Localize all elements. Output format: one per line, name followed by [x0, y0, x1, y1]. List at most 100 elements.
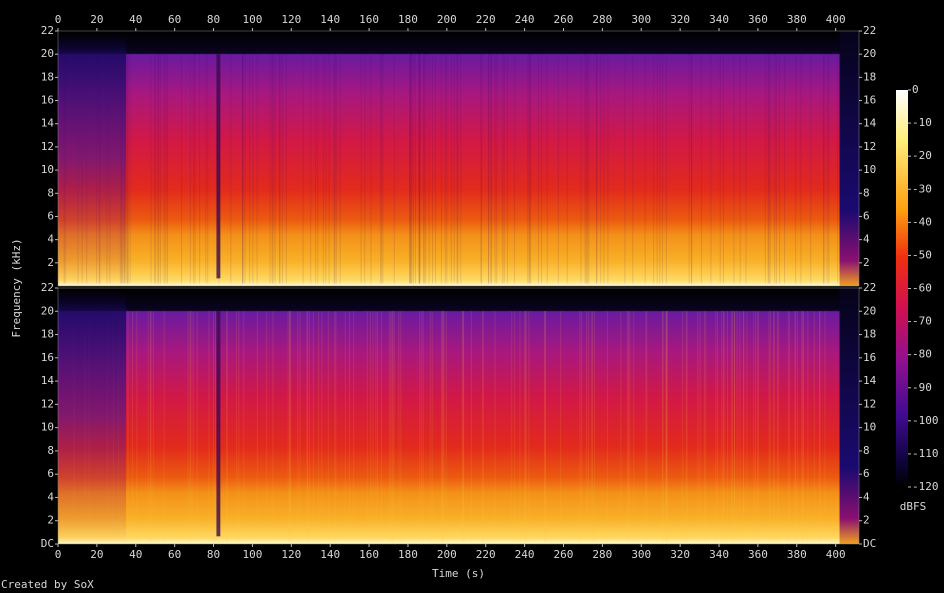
texture [213, 311, 215, 542]
texture [730, 311, 732, 542]
y-tick-label: 6 [47, 209, 54, 222]
texture [600, 53, 602, 284]
frame [57, 30, 860, 287]
x-tick-label: 120 [281, 548, 301, 561]
texture [776, 311, 778, 542]
texture [723, 311, 725, 542]
texture [529, 53, 531, 284]
texture [488, 53, 490, 284]
texture [127, 53, 129, 284]
texture [629, 311, 631, 542]
texture [686, 311, 688, 542]
texture [419, 311, 421, 542]
texture [334, 53, 336, 284]
texture [527, 53, 529, 284]
texture [514, 53, 516, 284]
y-tick-label: 14 [41, 374, 55, 387]
texture [205, 53, 207, 284]
texture [328, 53, 330, 284]
texture [335, 53, 337, 284]
gap [216, 53, 221, 279]
texture [715, 311, 717, 542]
x-tick-label: 220 [476, 548, 496, 561]
y-tick-label-right: DC [863, 537, 876, 550]
texture [421, 311, 423, 542]
texture [764, 53, 766, 284]
y-tick-label-right: 4 [863, 233, 870, 246]
texture [366, 311, 368, 542]
texture [579, 311, 581, 542]
y-tick-label: 16 [41, 351, 54, 364]
texture [755, 311, 757, 542]
texture [528, 311, 530, 542]
texture [269, 53, 271, 284]
texture [581, 311, 583, 542]
y-tick-label-right: 6 [863, 467, 870, 480]
texture [757, 311, 759, 542]
texture [154, 53, 156, 284]
texture [456, 53, 458, 284]
texture [462, 311, 464, 542]
texture [588, 53, 590, 284]
texture [566, 53, 568, 284]
texture [230, 53, 232, 284]
texture [662, 311, 664, 542]
texture [165, 53, 167, 284]
texture [166, 53, 168, 284]
texture [429, 311, 431, 542]
spectrogram-channel [58, 288, 859, 544]
x-tick-label: 40 [129, 548, 142, 561]
texture [445, 311, 447, 542]
y-tick-label: 2 [47, 256, 54, 269]
x-tick-label-top: 200 [437, 13, 457, 26]
texture [207, 53, 209, 284]
texture [685, 311, 687, 542]
texture [244, 53, 246, 284]
x-tick-label-top: 260 [554, 13, 574, 26]
texture [315, 53, 317, 284]
texture [682, 311, 684, 542]
texture [480, 53, 482, 284]
y-tick-label: 14 [41, 117, 55, 130]
texture [837, 53, 839, 284]
texture [252, 53, 254, 284]
x-tick-label-top: 340 [709, 13, 729, 26]
colorbar-tick-label: -10 [912, 116, 932, 129]
texture [306, 311, 308, 542]
texture [131, 311, 133, 542]
texture [381, 53, 383, 284]
texture [795, 53, 797, 284]
texture [703, 311, 705, 542]
texture [823, 53, 825, 284]
texture [462, 311, 464, 542]
texture [784, 53, 786, 284]
texture [769, 53, 771, 284]
texture [828, 53, 830, 284]
texture [530, 53, 532, 284]
texture [435, 53, 437, 284]
texture [344, 311, 346, 542]
texture [150, 53, 152, 284]
texture [360, 53, 362, 284]
y-tick-label: DC [41, 537, 54, 550]
y-tick-label-right: 2 [863, 514, 870, 527]
texture [307, 311, 309, 542]
y-tick-label: 12 [41, 397, 54, 410]
y-tick-label: 6 [47, 467, 54, 480]
texture [279, 53, 281, 284]
texture [446, 53, 448, 284]
texture [585, 53, 587, 284]
texture [163, 311, 165, 542]
x-tick-label: 100 [242, 548, 262, 561]
y-tick-label-right: 8 [863, 444, 870, 457]
texture [470, 311, 472, 542]
texture [646, 311, 648, 542]
texture [189, 311, 191, 542]
y-tick-label: 8 [47, 186, 54, 199]
texture [644, 53, 646, 284]
x-tick-label: 300 [631, 548, 651, 561]
texture [807, 311, 809, 542]
texture [789, 311, 791, 542]
y-tick-label-right: 14 [863, 374, 877, 387]
